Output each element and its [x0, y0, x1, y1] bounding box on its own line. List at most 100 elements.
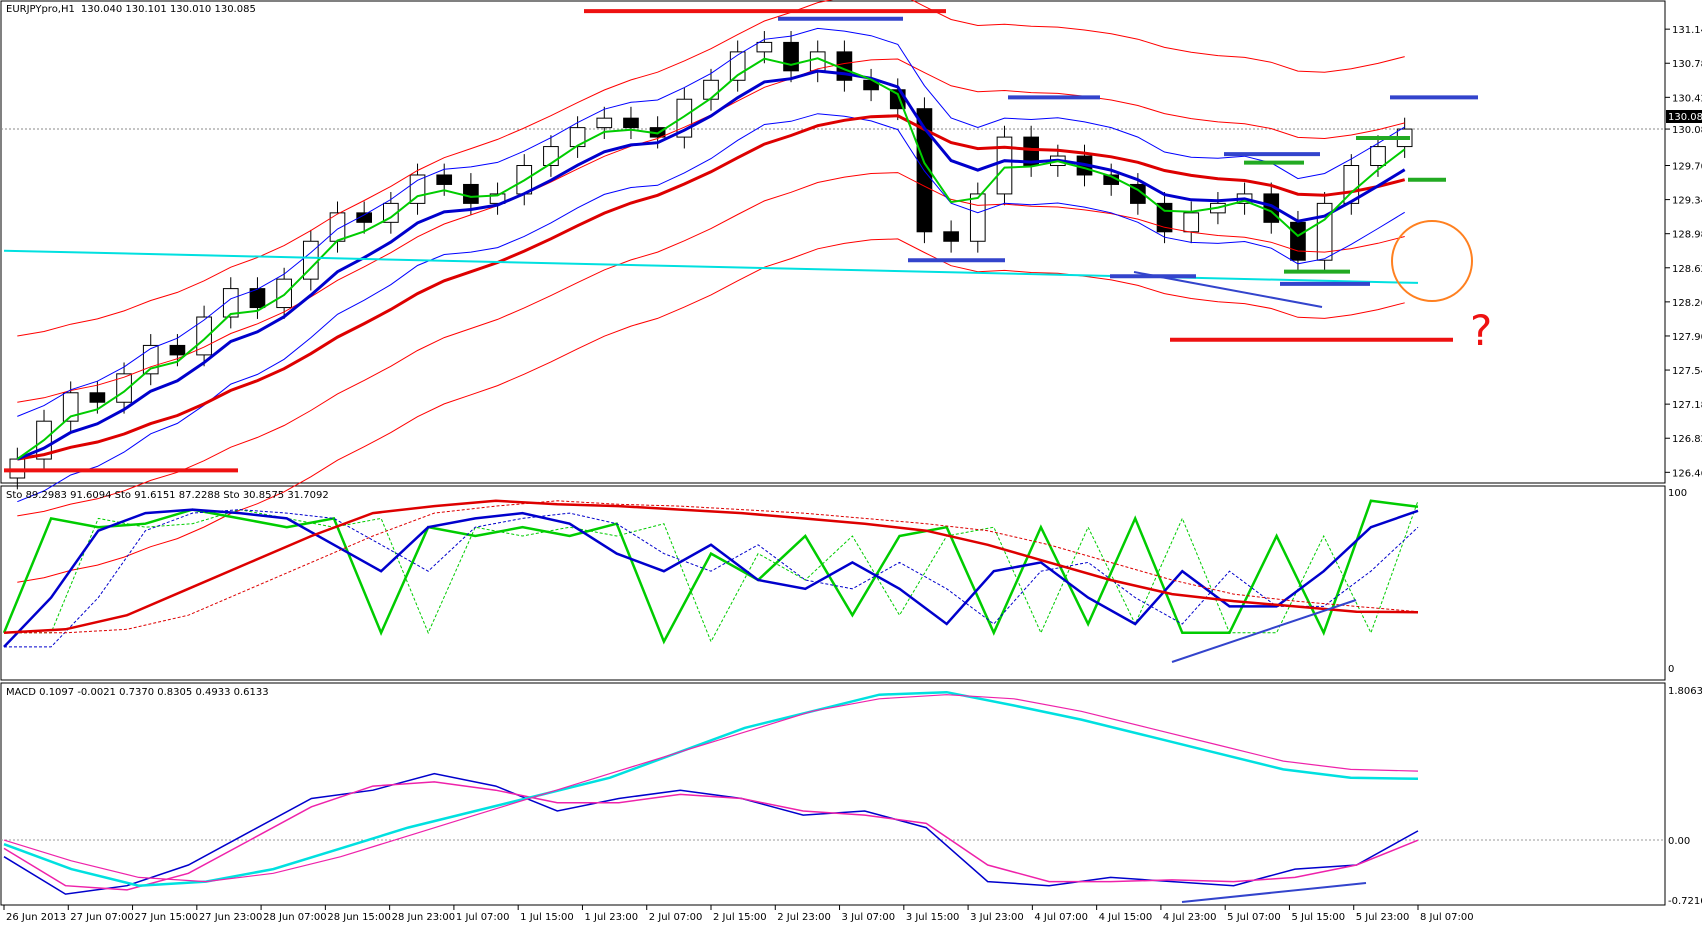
bollinger-band-inner	[17, 27, 1405, 417]
candle	[703, 79, 719, 100]
price-tick-label: 130.085	[1672, 125, 1702, 136]
time-tick-label: 3 Jul 15:00	[906, 912, 960, 923]
price-tick-label: 130.420	[1672, 93, 1702, 104]
stoch-label: Sto 89.2983 91.6094 Sto 91.6151 87.2288 …	[6, 490, 329, 501]
time-tick-label: 5 Jul 07:00	[1227, 912, 1281, 923]
time-tick-label: 1 Jul 23:00	[584, 912, 638, 923]
candle	[89, 392, 106, 403]
candle	[62, 392, 79, 422]
macd-tick-label: 1.8063	[1668, 686, 1702, 697]
stoch-plot	[2, 499, 1419, 663]
stoch-signal-line	[4, 509, 1419, 648]
macd-line	[3, 781, 1419, 891]
candle	[969, 193, 986, 242]
candle	[169, 344, 186, 356]
stoch-line	[2, 499, 1419, 645]
price-tick-label: 129.340	[1672, 196, 1702, 207]
price-tick-label: 127.900	[1672, 332, 1702, 343]
time-tick-label: 4 Jul 23:00	[1163, 912, 1217, 923]
axes: 131.140 130.780 130.420 130.085 129.700 129.3…	[3, 25, 1702, 923]
time-tick-label: 5 Jul 23:00	[1356, 912, 1410, 923]
candle	[276, 278, 292, 309]
price-tick-label: 131.140	[1672, 25, 1702, 36]
time-tick-label: 4 Jul 07:00	[1034, 912, 1088, 923]
stoch-line	[3, 499, 1419, 635]
price-tick-label: 130.780	[1672, 59, 1702, 70]
candle	[1370, 146, 1386, 167]
price-tick-label: 126.820	[1672, 434, 1702, 445]
candle	[249, 288, 266, 309]
question-mark: ?	[1470, 306, 1492, 355]
stoch-line	[3, 508, 1419, 648]
time-tick-label: 2 Jul 15:00	[713, 912, 767, 923]
macd-tick-label: -0.7216	[1668, 896, 1702, 907]
time-tick-label: 3 Jul 07:00	[842, 912, 896, 923]
price-plot	[1, 0, 1665, 583]
price-trendline	[1133, 271, 1323, 308]
stoch-tick-label: 0	[1668, 664, 1674, 675]
time-tick-label: 5 Jul 15:00	[1291, 912, 1345, 923]
time-tick-label: 1 Jul 07:00	[456, 912, 510, 923]
stoch-signal-line	[4, 500, 1419, 643]
time-tick-label: 27 Jun 15:00	[135, 912, 199, 923]
time-tick-label: 1 Jul 15:00	[520, 912, 574, 923]
time-tick-label: 28 Jun 23:00	[392, 912, 456, 923]
candle	[436, 174, 453, 185]
ohlc-label: 130.040 130.101 130.010 130.085	[81, 4, 256, 15]
macd-line	[3, 694, 1419, 883]
candle	[1130, 183, 1146, 204]
candle	[463, 183, 479, 204]
candle	[1183, 212, 1200, 233]
bollinger-band	[17, 172, 1405, 517]
candle	[383, 202, 399, 223]
symbol-label: EURJPYpro,H1	[6, 4, 75, 15]
candle	[222, 288, 239, 318]
bollinger-band	[17, 238, 1405, 583]
candle	[943, 231, 959, 242]
time-tick-label: 27 Jun 23:00	[199, 912, 263, 923]
candle	[996, 136, 1013, 195]
current-price-label: 130.085	[1668, 112, 1702, 123]
bollinger-band-inner	[17, 113, 1405, 503]
candle	[623, 117, 639, 129]
stoch-signal-line	[4, 500, 1419, 634]
macd-tick-label: 0.00	[1668, 836, 1690, 847]
macd-line	[3, 690, 1419, 887]
time-tick-label: 3 Jul 23:00	[970, 912, 1024, 923]
time-tick-label: 2 Jul 23:00	[777, 912, 831, 923]
current-price-box	[1666, 110, 1702, 123]
time-tick-label: 28 Jun 15:00	[327, 912, 391, 923]
macd-plot	[1, 690, 1665, 903]
price-tick-label: 126.460	[1672, 468, 1702, 479]
chart-header: EURJPYpro,H1 130.040 130.101 130.010 130.…	[6, 4, 256, 15]
price-tick-label: 128.620	[1672, 264, 1702, 275]
price-tick-label: 127.540	[1672, 366, 1702, 377]
ma-mid-line	[16, 69, 1406, 461]
candle	[356, 212, 373, 223]
time-tick-label: 27 Jun 07:00	[70, 912, 134, 923]
candle	[756, 41, 773, 53]
bollinger-band	[17, 0, 1405, 337]
price-tick-label: 128.980	[1672, 230, 1702, 241]
time-tick-label: 8 Jul 07:00	[1420, 912, 1474, 923]
candle	[783, 41, 799, 72]
price-tick-label: 128.260	[1672, 298, 1702, 309]
orange-target-circle	[1391, 220, 1473, 302]
price-panel	[0, 0, 1666, 484]
macd-trendline	[1181, 882, 1367, 903]
macd-label: MACD 0.1097 -0.0021 0.7370 0.8305 0.4933…	[6, 687, 269, 698]
time-tick-label: 2 Jul 07:00	[649, 912, 703, 923]
price-tick-label: 127.180	[1672, 400, 1702, 411]
candle	[1290, 221, 1306, 261]
candle	[596, 117, 613, 129]
ma-slow-line	[17, 114, 1406, 461]
time-tick-label: 4 Jul 15:00	[1099, 912, 1153, 923]
macd-line	[3, 772, 1419, 895]
price-tick-label: 129.700	[1672, 162, 1702, 173]
ema-fast-line	[16, 57, 1406, 460]
macd-panel	[0, 682, 1666, 906]
stoch-trendline	[1171, 599, 1357, 663]
stoch-tick-label: 100	[1668, 488, 1687, 499]
time-tick-label: 26 Jun 2013	[6, 912, 66, 923]
